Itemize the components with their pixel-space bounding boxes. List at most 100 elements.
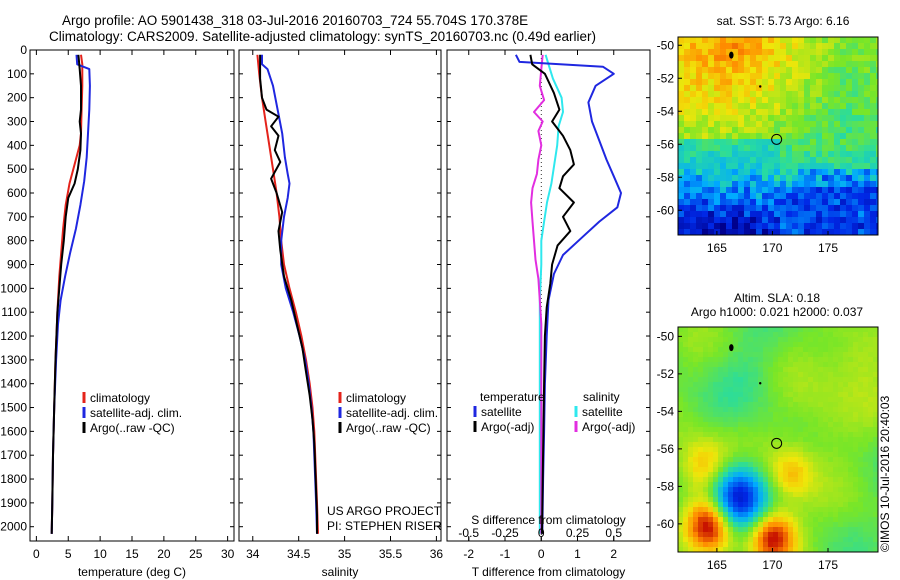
map-cell [804,163,811,170]
sla-map-field [678,327,878,552]
map-cell [774,79,781,86]
map-cell [732,115,739,122]
map-cell [702,139,709,146]
map-cell [684,169,691,176]
map-cell [798,462,804,468]
map-cell [804,199,811,206]
map-cell [798,163,805,170]
map-cell [762,61,769,68]
map-cell [852,193,859,200]
map-cell [732,91,739,98]
map-cell [858,447,864,453]
map-cell [762,175,769,182]
map-cell [788,422,794,428]
map-cell [713,437,719,443]
map-cell [743,492,749,498]
map-cell [753,332,759,338]
map-cell [822,127,829,134]
map-cell [718,537,724,543]
map-cell [792,55,799,62]
map-cell [690,133,697,140]
map-cell [720,217,727,224]
map-cell [714,43,721,50]
map-cell [773,347,779,353]
map-cell [726,205,733,212]
map-cell [748,492,754,498]
map-cell [816,217,823,224]
map-cell [713,542,719,548]
map-cell [768,121,775,128]
map-cell [713,452,719,458]
map-cell [683,382,689,388]
map-cell [873,377,878,383]
map-cell [783,412,789,418]
map-cell [853,547,859,552]
map-cell [868,477,874,483]
map-cell [868,437,874,443]
map-cell [756,67,763,74]
map-cell [858,437,864,443]
map-cell [792,175,799,182]
map-cell [684,67,691,74]
map-cell [713,332,719,338]
map-cell [848,492,854,498]
map-cell [803,427,809,433]
map-cell [698,377,704,383]
map-cell [678,427,684,433]
map-cell [873,507,878,513]
map-cell [678,127,685,134]
map-cell [738,467,744,473]
map-cell [758,517,764,523]
map-cell [714,163,721,170]
map-cell [733,547,739,552]
map-cell [702,109,709,116]
map-cell [768,422,774,428]
map-cell [803,352,809,358]
map-cell [773,457,779,463]
map-cell [762,109,769,116]
map-cell [838,537,844,543]
map-cell [788,412,794,418]
map-cell [713,362,719,368]
map-cell [698,422,704,428]
map-cell [876,61,878,68]
map-cell [853,357,859,363]
map-cell [868,467,874,473]
map-cell [714,211,721,218]
map-cell [808,412,814,418]
map-cell [852,145,859,152]
map-cell [733,452,739,458]
map-cell [702,217,709,224]
map-cell [868,462,874,468]
map-cell [702,223,709,230]
map-cell [853,422,859,428]
map-cell [762,223,769,230]
map-cell [876,109,878,116]
map-cell [718,372,724,378]
map-cell [828,537,834,543]
map-cell [683,462,689,468]
map-cell [703,492,709,498]
map-cell [690,151,697,158]
map-cell [733,487,739,493]
map-cell [744,67,751,74]
map-cell [813,427,819,433]
map-cell [703,412,709,418]
x-tick-label: 0 [538,547,545,561]
map-cell [778,377,784,383]
map-cell [723,382,729,388]
map-cell [816,145,823,152]
map-cell [843,332,849,338]
map-cell [728,332,734,338]
map-cell [696,187,703,194]
map-cell [804,109,811,116]
map-cell [818,487,824,493]
map-cell [804,85,811,92]
map-cell [738,542,744,548]
map-cell [693,482,699,488]
map-cell [828,115,835,122]
map-cell [834,187,841,194]
map-cell [843,372,849,378]
map-cell [713,467,719,473]
map-cell [698,547,704,552]
